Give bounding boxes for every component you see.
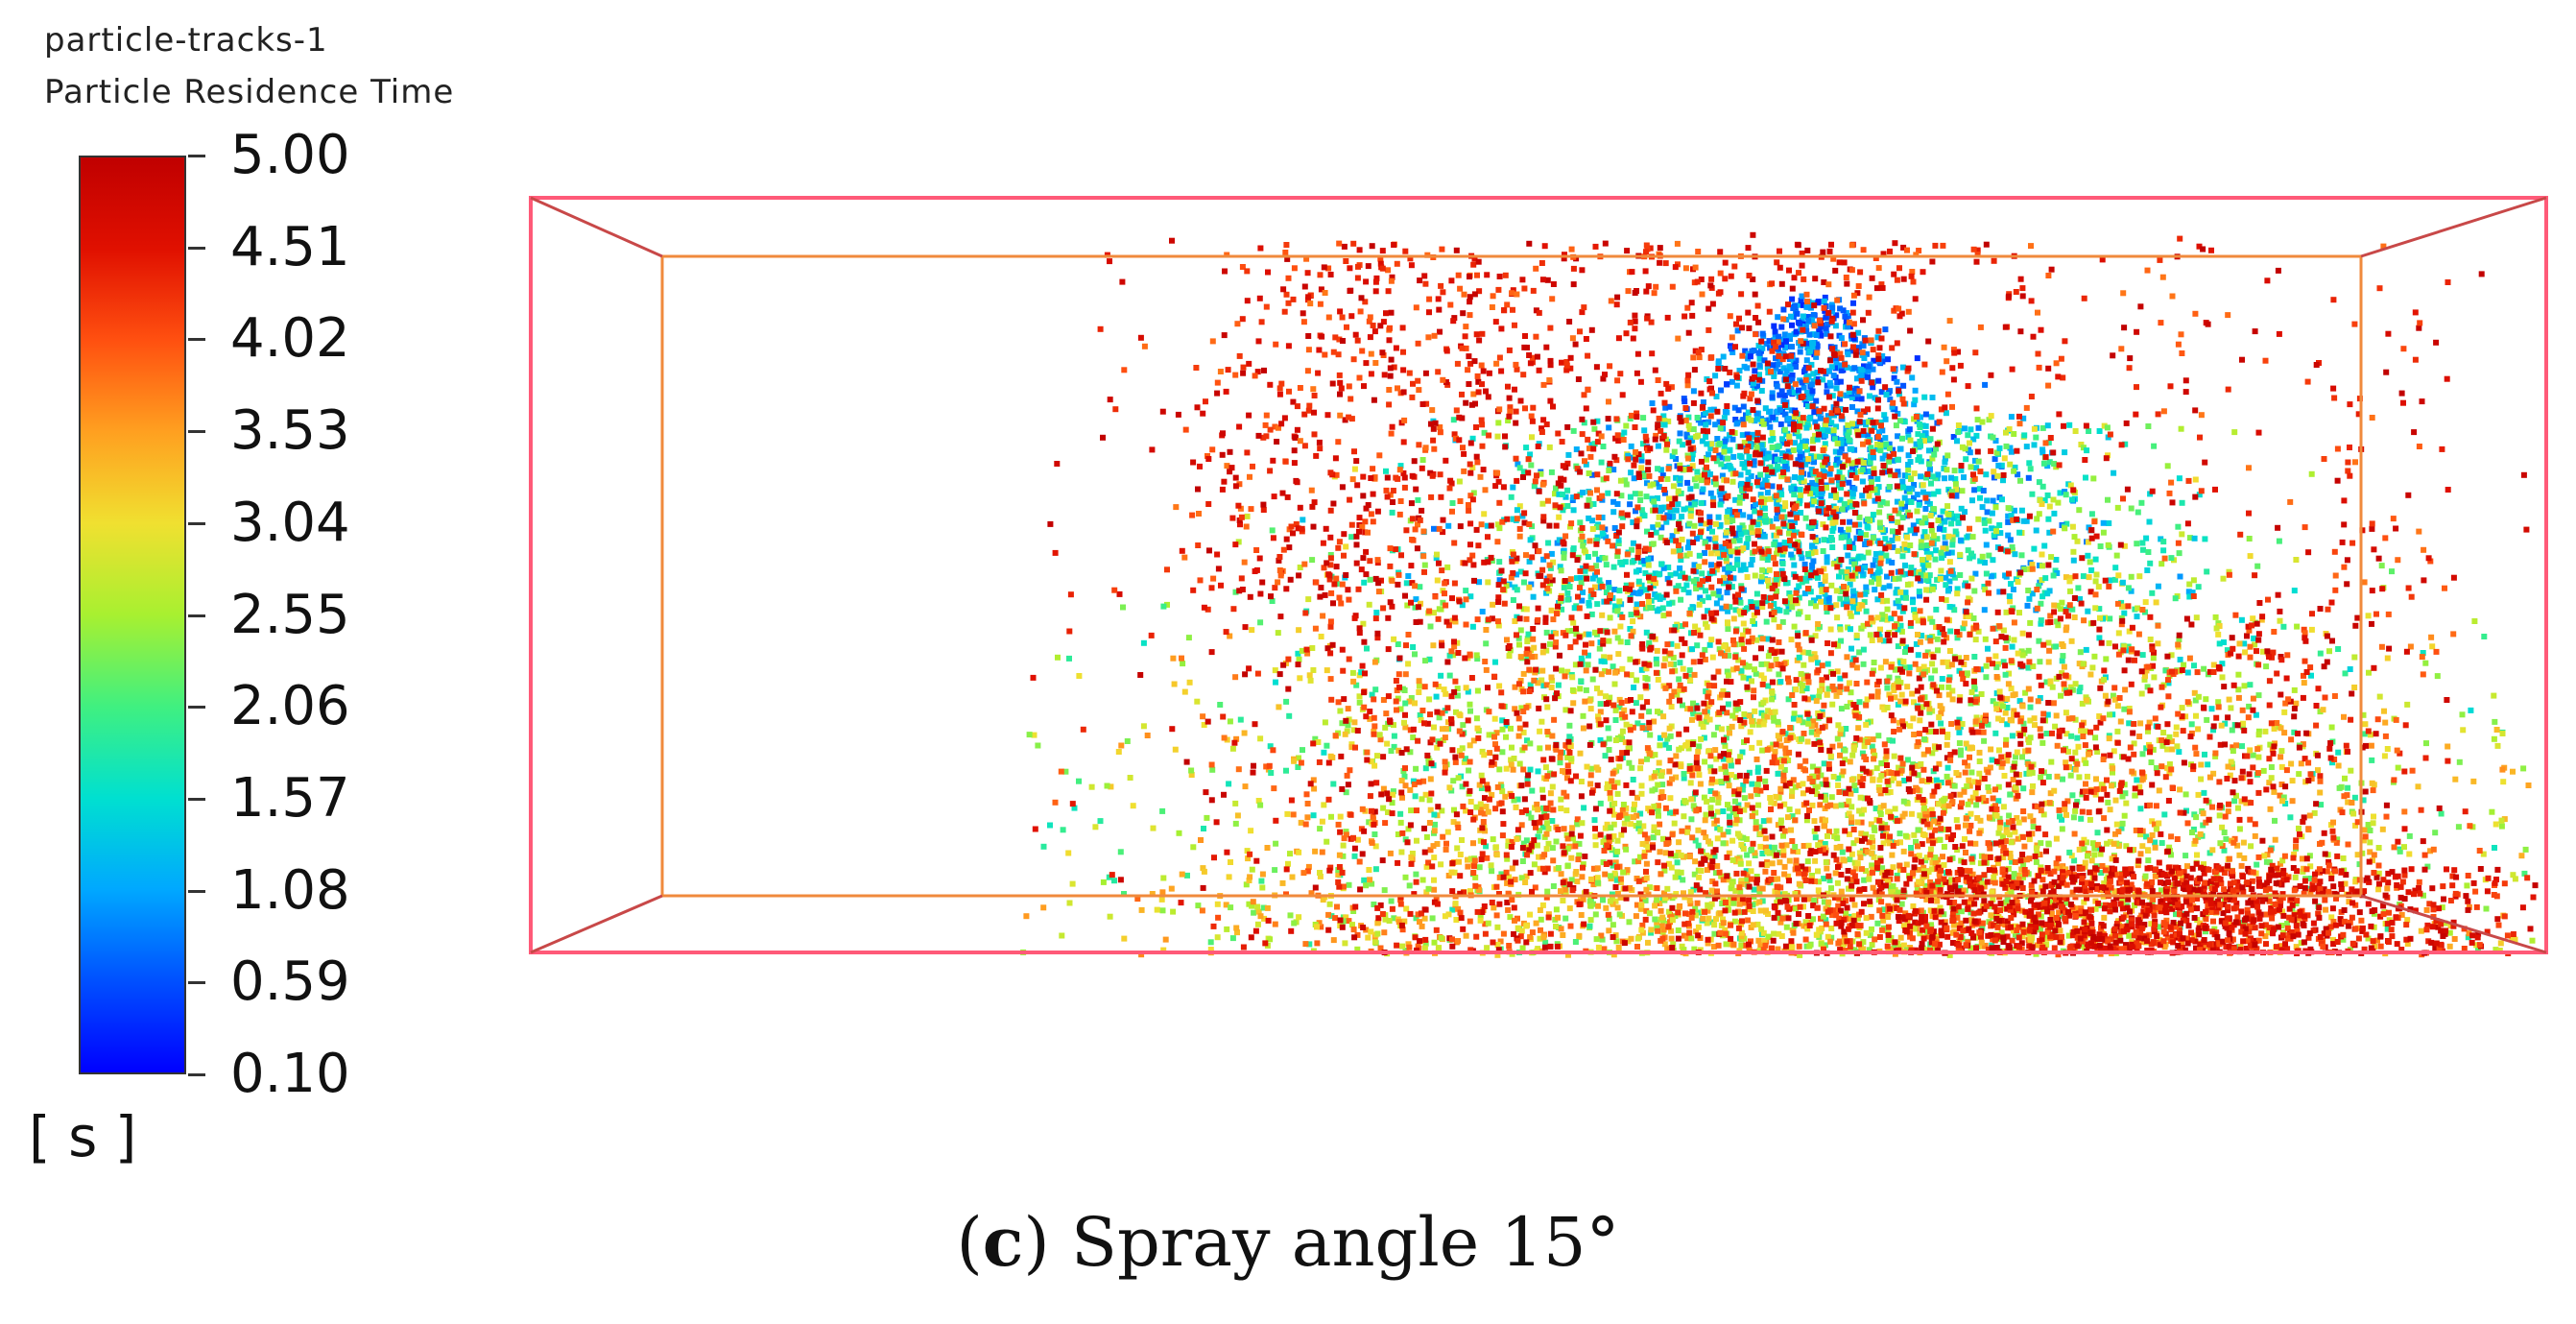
colorbar-tick bbox=[188, 889, 205, 893]
caption-letter: c bbox=[982, 1202, 1024, 1282]
colorbar-tick-label: 0.59 bbox=[230, 951, 350, 1014]
colorbar bbox=[79, 156, 186, 1074]
figure-caption: (c) Spray angle 15° bbox=[956, 1202, 1620, 1282]
colorbar-tick-label: 0.10 bbox=[230, 1043, 350, 1105]
box-corner-edge bbox=[530, 196, 663, 258]
colorbar-tick bbox=[188, 338, 205, 342]
colorbar-tick-label: 2.55 bbox=[230, 583, 350, 646]
colorbar-tick bbox=[188, 155, 205, 157]
domain-box bbox=[529, 196, 2548, 954]
box-corner-edge bbox=[2360, 894, 2547, 954]
colorbar-tick bbox=[188, 797, 205, 801]
legend-variable-name: Particle Residence Time bbox=[44, 73, 455, 111]
colorbar-tick bbox=[188, 430, 205, 434]
box-corner-edge bbox=[530, 894, 663, 954]
colorbar-tick-label: 5.00 bbox=[230, 124, 350, 186]
colorbar-tick-label: 3.53 bbox=[230, 399, 350, 463]
colorbar-tick-label: 2.06 bbox=[230, 675, 350, 738]
colorbar-tick-label: 1.08 bbox=[230, 858, 350, 922]
colorbar-tick-label: 4.02 bbox=[230, 307, 350, 371]
box-corner-edge bbox=[2360, 196, 2547, 258]
colorbar-tick bbox=[188, 246, 205, 250]
colorbar-tick-label: 1.57 bbox=[230, 766, 350, 830]
colorbar-tick-label: 4.51 bbox=[230, 215, 350, 278]
inner-box-edge bbox=[660, 254, 2363, 898]
caption-text: Spray angle 15° bbox=[1070, 1203, 1620, 1282]
colorbar-unit: [ s ] bbox=[29, 1104, 137, 1169]
legend-object-name: particle-tracks-1 bbox=[44, 21, 328, 60]
colorbar-tick bbox=[188, 521, 205, 525]
particle-dots bbox=[1020, 231, 2539, 958]
colorbar-tick bbox=[188, 706, 205, 710]
outer-box-edge bbox=[529, 196, 2548, 954]
colorbar-tick-label: 3.04 bbox=[230, 491, 350, 554]
colorbar-tick bbox=[188, 981, 205, 985]
colorbar-tick bbox=[188, 1073, 205, 1076]
colorbar-tick bbox=[188, 614, 205, 617]
